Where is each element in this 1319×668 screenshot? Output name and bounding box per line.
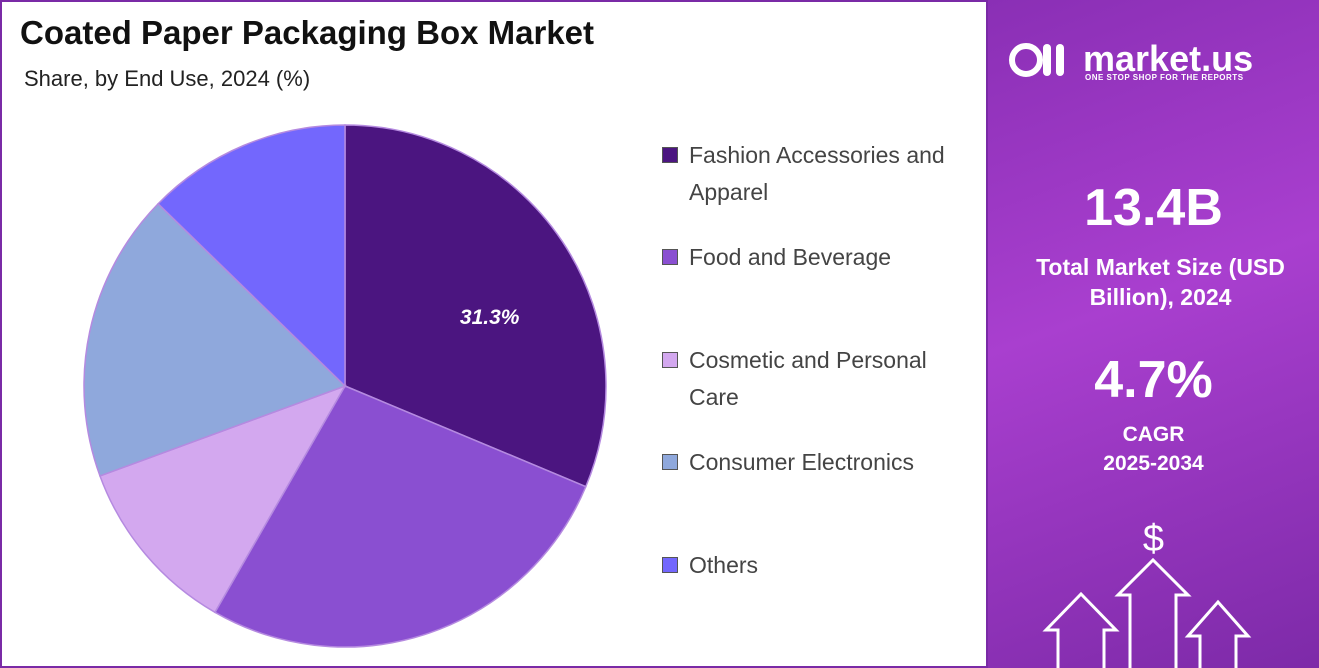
chart-subtitle: Share, by End Use, 2024 (%) xyxy=(24,66,311,91)
dollar-icon: $ xyxy=(1142,518,1165,560)
brand: market.us xyxy=(1083,38,1254,79)
pie-slice xyxy=(99,384,347,614)
info-panel: market.us ONE STOP SHOP FOR THE REPORTS … xyxy=(988,0,1319,668)
legend-item: Others xyxy=(662,547,962,584)
legend-item: Food and Beverage xyxy=(662,239,962,276)
data-label: 31.3% xyxy=(460,306,520,329)
chart-title: Coated Paper Packaging Box Market xyxy=(20,14,595,51)
legend-item: Consumer Electronics xyxy=(662,444,962,481)
panel-decor xyxy=(1009,43,1252,668)
pie-slice xyxy=(344,124,607,488)
legend-swatch xyxy=(662,147,678,163)
market-size-label: Total Market Size (USD Billion), 2024 xyxy=(1036,254,1285,310)
pie-slice xyxy=(157,124,346,388)
legend-item: Cosmetic and Personal Care xyxy=(662,342,962,416)
legend-label: Consumer Electronics xyxy=(689,449,914,475)
legend-swatch xyxy=(662,557,678,573)
legend-swatch xyxy=(662,352,678,368)
cagr-period: 2025-2034 xyxy=(1103,452,1204,475)
legend-swatch xyxy=(662,249,678,265)
market-size: 13.4B xyxy=(1084,179,1223,237)
legend-label: Others xyxy=(689,552,759,578)
legend-label: Fashion Accessories and Apparel xyxy=(689,142,945,205)
chart-frame xyxy=(0,0,988,668)
tagline: ONE STOP SHOP FOR THE REPORTS xyxy=(1085,73,1244,82)
legend-label: Food and Beverage xyxy=(689,244,892,270)
cagr-label: CAGR xyxy=(1122,423,1185,446)
legend-item: Fashion Accessories and Apparel xyxy=(662,137,962,211)
logo-icon xyxy=(1043,44,1051,76)
legend-swatch xyxy=(662,454,678,470)
logo-icon xyxy=(1009,43,1043,77)
legend-label: Cosmetic and Personal Care xyxy=(689,347,927,410)
logo-icon xyxy=(1056,44,1064,76)
cagr: 4.7% xyxy=(1094,351,1213,409)
pie-slice xyxy=(83,202,347,477)
pie-chart: 31.3% xyxy=(83,124,607,648)
arrows xyxy=(1042,557,1252,668)
